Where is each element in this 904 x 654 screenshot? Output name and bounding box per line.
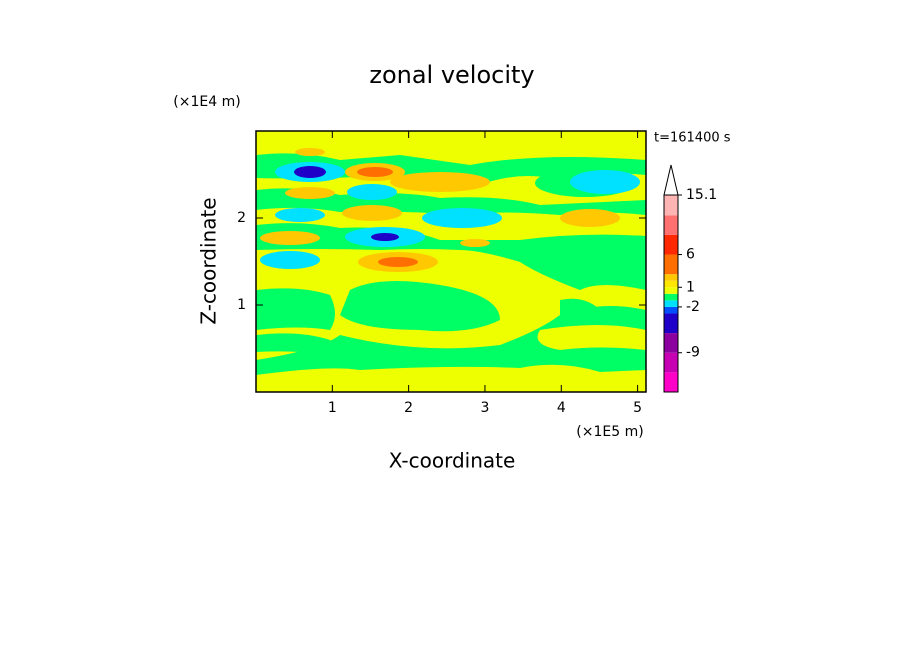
colorbar-segment: [664, 333, 678, 353]
y-axis-label: Z-coordinate: [197, 197, 221, 324]
colorbar-tick-label: 15.1: [686, 187, 717, 203]
x-tick-label: 2: [404, 400, 413, 416]
colorbar-extend: [663, 164, 679, 196]
chart-title: zonal velocity: [369, 61, 534, 89]
plot-frame: [255, 130, 647, 393]
y-tick-label: 2: [237, 210, 246, 226]
x-tick-label: 3: [481, 400, 490, 416]
colorbar-segment: [664, 300, 678, 307]
colorbar-segment: [664, 313, 678, 334]
colorbar-segment: [664, 372, 678, 392]
colorbar-tick-label: -9: [686, 345, 700, 361]
colorbar-frame: [663, 194, 679, 393]
x-axis-label: X-coordinate: [389, 449, 516, 473]
colorbar-segment: [664, 280, 678, 288]
contour-field: [256, 131, 646, 392]
colorbar-segment: [664, 254, 678, 275]
colorbar-tick-label: 6: [686, 247, 695, 263]
x-multiplier: (×1E5 m): [576, 424, 643, 440]
y-tick-label: 1: [237, 297, 246, 313]
x-tick-label: 1: [328, 400, 337, 416]
colorbar-segment: [664, 234, 678, 255]
colorbar-tick-label: -2: [686, 299, 700, 315]
colorbar-segment: [664, 306, 678, 314]
colorbar-segment: [664, 274, 678, 281]
time-label: t=161400 s: [654, 131, 731, 146]
x-tick-label: 5: [633, 400, 642, 416]
colorbar-segment: [664, 293, 678, 301]
colorbar-segment: [664, 352, 678, 373]
colorbar-segment: [664, 215, 678, 235]
x-tick-label: 4: [557, 400, 566, 416]
colorbar-segment: [664, 287, 678, 294]
y-multiplier: (×1E4 m): [173, 94, 240, 110]
colorbar-segment: [664, 195, 678, 216]
colorbar-tick-label: 1: [686, 279, 695, 295]
